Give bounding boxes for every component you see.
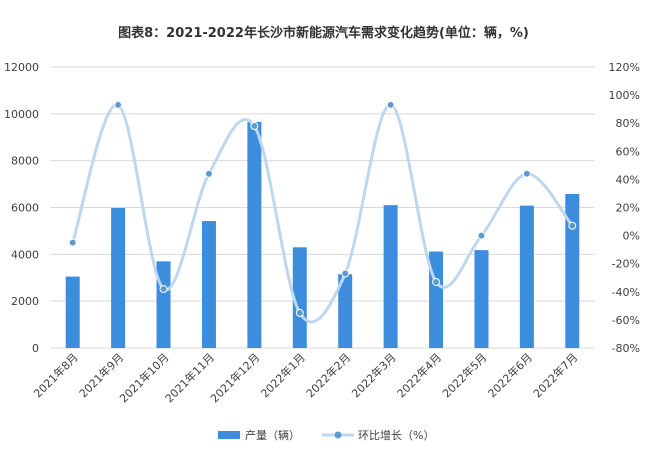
y-tick-right: -40% [612, 286, 640, 299]
bar [383, 205, 398, 348]
y-tick-right: 60% [616, 145, 640, 158]
y-tick-right: -80% [612, 342, 640, 355]
y-tick-left: 8000 [11, 155, 39, 168]
y-tick-right: -60% [612, 314, 640, 327]
bar [111, 207, 126, 348]
growth-line [71, 103, 574, 324]
bar [474, 250, 489, 348]
y-tick-left: 10000 [4, 108, 39, 121]
chart-title: 图表8：2021-2022年长沙市新能源汽车需求变化趋势(单位：辆，%) [118, 26, 529, 41]
x-tick: 2022年1月 [258, 350, 308, 400]
y-tick-right: 0% [623, 230, 640, 243]
y-tick-left: 12000 [4, 61, 39, 74]
y-tick-right: 120% [609, 61, 640, 74]
line-point [250, 122, 259, 131]
bar [247, 122, 262, 348]
x-tick: 2022年2月 [303, 350, 353, 400]
bar [65, 276, 80, 348]
y-tick-right: -20% [612, 258, 640, 271]
y-tick-left: 0 [32, 342, 39, 355]
bar [519, 205, 534, 348]
bar [292, 247, 307, 348]
legend-label: 环比增长（%） [358, 428, 434, 442]
line-point [386, 100, 395, 109]
line-point [159, 284, 168, 293]
y-tick-left: 6000 [11, 202, 39, 215]
line-series [68, 100, 577, 324]
y-axis-right: -80% -60% -40% -20% 0% 20% 40% 60% 80% 100% 120% [609, 61, 640, 355]
bar [565, 193, 580, 348]
line-point [522, 169, 531, 178]
y-tick-left: 2000 [11, 295, 39, 308]
line-point [114, 100, 123, 109]
x-tick: 2021年8月 [31, 350, 81, 400]
x-tick: 2022年6月 [485, 350, 535, 400]
line-point [568, 221, 577, 230]
y-tick-left: 4000 [11, 248, 39, 261]
line-point [432, 277, 441, 286]
line-point [341, 269, 350, 278]
legend-marker [334, 431, 342, 439]
legend: 产量（辆） 环比增长（%） [218, 428, 434, 442]
line-point [68, 238, 77, 247]
bar [338, 274, 353, 348]
line-point [204, 169, 213, 178]
x-tick: 2021年12月 [207, 350, 262, 405]
x-axis: 2021年8月2021年9月2021年10月2021年11月2021年12月20… [31, 350, 581, 405]
x-tick: 2022年7月 [530, 350, 580, 400]
y-axis-left: 0 2000 4000 6000 8000 10000 12000 [4, 61, 39, 355]
legend-swatch-bar [218, 431, 240, 439]
y-tick-right: 40% [616, 173, 640, 186]
x-tick: 2022年3月 [349, 350, 399, 400]
y-tick-right: 80% [616, 117, 640, 130]
y-tick-right: 20% [616, 202, 640, 215]
legend-label: 产量（辆） [245, 428, 300, 442]
x-tick: 2022年5月 [439, 350, 489, 400]
line-point [295, 308, 304, 317]
x-tick: 2022年4月 [394, 350, 444, 400]
y-tick-right: 100% [609, 89, 640, 102]
bar [201, 221, 216, 348]
grid-lines [50, 66, 595, 349]
bar [156, 261, 171, 348]
x-tick: 2021年9月 [76, 350, 126, 400]
line-point [477, 231, 486, 240]
